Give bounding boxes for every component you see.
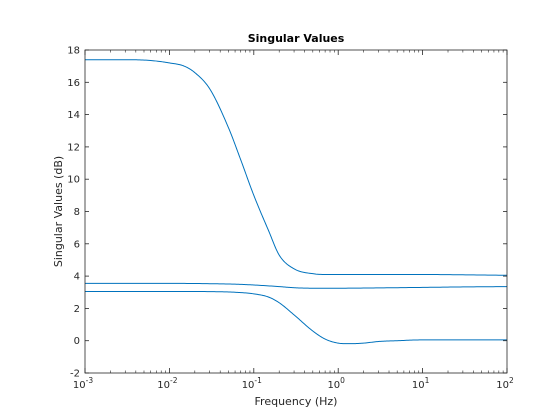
y-tick-label: 8	[74, 207, 80, 218]
y-tick-label: 18	[67, 46, 80, 57]
x-tick-label: 100	[327, 376, 345, 391]
y-tick-label: 12	[67, 142, 80, 153]
series-layer	[85, 59, 508, 345]
series-line-3	[85, 290, 507, 345]
y-tick-label: 10	[67, 175, 80, 186]
y-tick-label: 6	[74, 239, 80, 250]
y-tick-label: -2	[70, 369, 80, 380]
y-tick-label: 16	[67, 78, 80, 89]
x-tick-label: 10-3	[73, 376, 93, 391]
y-axis-label: Singular Values (dB)	[52, 156, 65, 267]
x-tick-label: 102	[496, 376, 514, 391]
ticks-layer: -2 0 2 4 6 8 10 12 14 16 18 10-3 10-2 10-1 100 101 102	[67, 46, 514, 392]
chart-title: Singular Values	[248, 32, 345, 45]
x-axis-label: Frequency (Hz)	[255, 395, 338, 408]
y-tick-label: 4	[74, 272, 80, 283]
x-tick-label: 101	[412, 376, 430, 391]
y-tick-label: 14	[67, 110, 80, 121]
y-tick-label: 2	[74, 304, 80, 315]
x-tick-label: 10-1	[242, 376, 262, 391]
series-line-2	[85, 282, 508, 289]
y-tick-label: 0	[74, 336, 80, 347]
x-tick-label: 10-2	[157, 376, 177, 391]
plot-area	[85, 50, 507, 373]
series-line-1	[85, 59, 508, 276]
